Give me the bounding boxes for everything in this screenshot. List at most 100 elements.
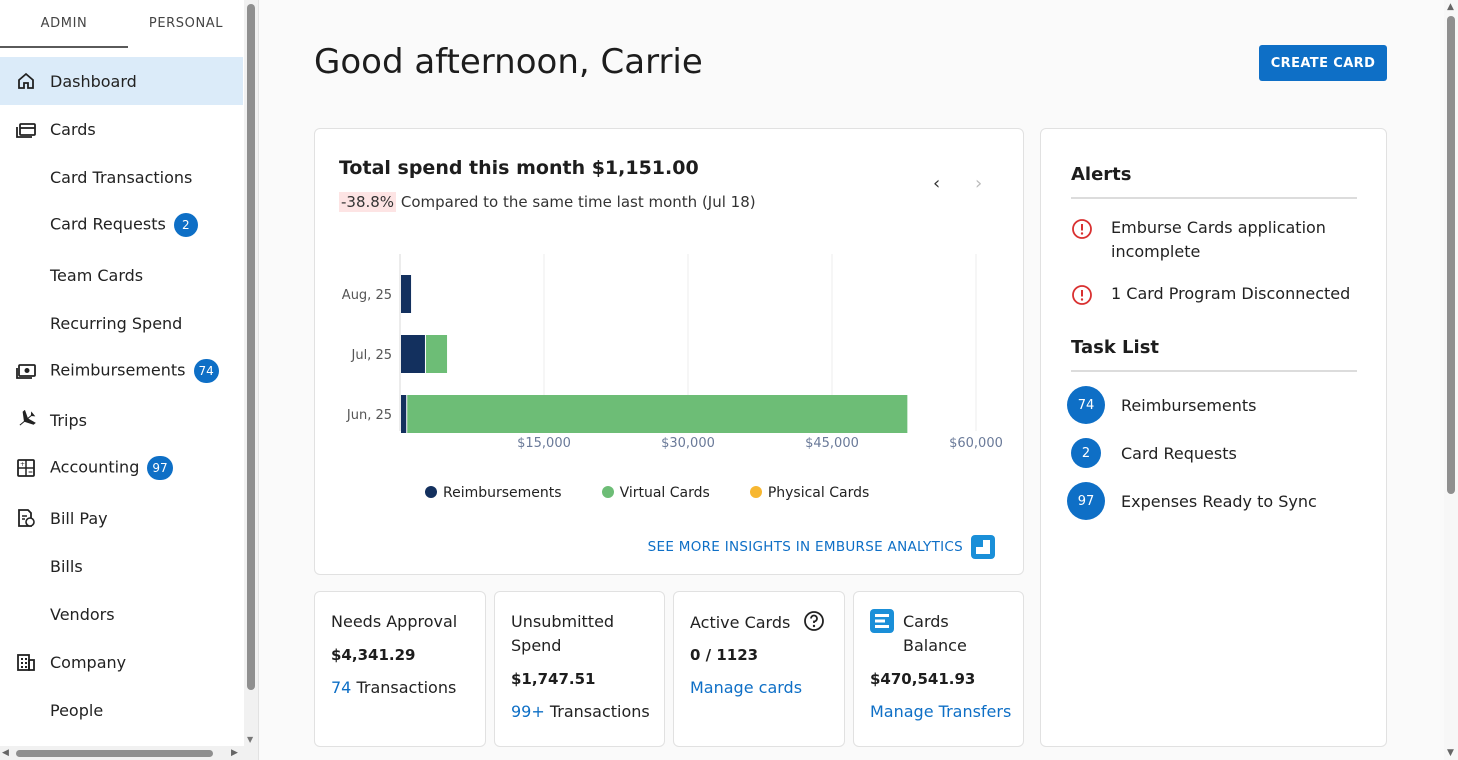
sidebar-item-bills[interactable]: Bills — [0, 542, 243, 590]
svg-text:=: = — [28, 469, 33, 476]
scroll-right-arrow-icon[interactable]: ▶ — [231, 748, 238, 758]
task-item-card-requests[interactable]: 2 Card Requests — [1067, 433, 1237, 473]
home-icon — [18, 72, 34, 89]
sidebar-item-trips[interactable]: Trips — [0, 396, 243, 444]
scroll-down-arrow-icon[interactable]: ▼ — [247, 735, 254, 744]
page-scrollbar[interactable]: ▲ ▼ — [1444, 0, 1458, 760]
sidebar-item-bill-pay[interactable]: Bill Pay — [0, 494, 243, 542]
stat-title: Unsubmitted Spend — [511, 612, 615, 655]
sidebar-item-recurring-spend[interactable]: Recurring Spend — [0, 299, 243, 347]
sidebar-item-cards[interactable]: Cards — [0, 105, 243, 153]
stat-title: Active Cards — [690, 613, 791, 632]
legend-dot — [749, 486, 762, 498]
sidebar-item-card-transactions[interactable]: Card Transactions — [0, 153, 243, 201]
task-count-badge: 2 — [1071, 438, 1101, 468]
emburse-analytics-icon — [971, 535, 995, 559]
sidebar-item-reimbursements[interactable]: Reimbursements 74 — [0, 347, 243, 395]
task-count-badge: 74 — [1067, 386, 1105, 424]
tab-admin[interactable]: ADMIN — [0, 0, 128, 48]
needs-approval-card: Needs Approval $4,341.29 74 Transactions — [314, 591, 486, 747]
sidebar-item-label: Bill Pay — [50, 508, 108, 528]
sidebar: ADMIN PERSONAL Dashboard Cards Card Tran… — [0, 0, 244, 746]
bar-virtual-cards — [407, 395, 908, 433]
bar-virtual-cards — [425, 335, 448, 373]
sidebar-scrollbar-vertical[interactable]: ▼ — [244, 0, 258, 746]
scroll-down-arrow-icon[interactable]: ▼ — [1447, 748, 1454, 758]
x-tick-label: $30,000 — [661, 436, 715, 451]
sidebar-item-label: Vendors — [50, 604, 115, 624]
analytics-link[interactable]: SEE MORE INSIGHTS IN EMBURSE ANALYTICS — [648, 535, 995, 559]
chart-legend: Reimbursements Virtual Cards Physical Ca… — [425, 485, 869, 501]
sidebar-item-label: Company — [50, 652, 127, 672]
sidebar-item-accounting[interactable]: + = Accounting 97 — [0, 444, 243, 492]
unsubmitted-spend-card: Unsubmitted Spend $1,747.51 99+ Transact… — [494, 591, 665, 747]
task-label: Card Requests — [1121, 443, 1237, 463]
stat-title: Needs Approval — [331, 612, 458, 631]
sidebar-item-company[interactable]: Company — [0, 638, 243, 686]
legend-item-virtual-cards: Virtual Cards — [601, 485, 710, 501]
plane-icon — [19, 410, 36, 426]
cards-balance-card: Cards Balance $470,541.93 Manage Transfe… — [853, 591, 1024, 747]
create-card-button[interactable]: CREATE CARD — [1259, 45, 1387, 81]
transactions-label: Transactions — [351, 678, 457, 697]
spend-card: Total spend this month $1,151.00 -38.8% … — [314, 128, 1024, 575]
sidebar-item-vendors[interactable]: Vendors — [0, 590, 243, 638]
sidebar-item-card-requests[interactable]: Card Requests 2 — [0, 201, 243, 249]
task-item-expenses-ready-to-sync[interactable]: 97 Expenses Ready to Sync — [1067, 481, 1317, 521]
legend-item-physical-cards: Physical Cards — [749, 485, 869, 501]
alerts-divider — [1071, 197, 1357, 199]
manage-cards-label: Manage cards — [690, 678, 803, 697]
emburse-logo-icon — [870, 609, 894, 633]
svg-text:+: + — [20, 461, 25, 468]
task-list-title: Task List — [1071, 337, 1160, 358]
scrollbar-thumb[interactable] — [247, 4, 255, 690]
sidebar-item-label: Card Transactions — [50, 167, 193, 187]
scrollbar-thumb[interactable] — [1447, 16, 1455, 494]
percent-change-badge: -38.8% — [339, 192, 397, 212]
sidebar-item-dashboard[interactable]: Dashboard — [0, 57, 243, 105]
task-count-badge: 97 — [1067, 482, 1105, 520]
money-icon — [16, 364, 36, 379]
needs-approval-transactions-link[interactable]: 74 Transactions — [331, 678, 456, 697]
alert-circle-icon — [1072, 219, 1092, 239]
chevron-left-icon[interactable]: ‹ — [933, 173, 941, 194]
stat-value: $470,541.93 — [870, 670, 976, 688]
sidebar-item-team-cards[interactable]: Team Cards — [0, 251, 243, 299]
sidebar-item-label-wrap: Card Requests 2 — [50, 213, 198, 237]
page-title: Good afternoon, Carrie — [314, 42, 703, 82]
x-tick-label: $15,000 — [517, 436, 571, 451]
chevron-right-icon[interactable]: › — [975, 173, 983, 194]
building-icon — [17, 654, 35, 671]
bar-reimbursements — [401, 275, 412, 313]
spend-title: Total spend this month $1,151.00 — [339, 157, 699, 179]
help-circle-icon[interactable] — [803, 610, 825, 632]
x-tick-label: $45,000 — [805, 436, 859, 451]
alert-text: Emburse Cards application incomplete — [1111, 218, 1326, 261]
sidebar-scrollbar-horizontal[interactable]: ◀ ▶ — [0, 746, 258, 760]
unsubmitted-transactions-link[interactable]: 99+ Transactions — [511, 702, 650, 721]
stat-title: Cards Balance — [903, 612, 967, 655]
tab-personal[interactable]: PERSONAL — [148, 16, 224, 31]
scrollbar-thumb[interactable] — [16, 750, 213, 757]
bar-reimbursements — [401, 335, 425, 373]
task-item-reimbursements[interactable]: 74 Reimbursements — [1067, 385, 1257, 425]
sidebar-item-label-wrap: Accounting 97 — [50, 456, 173, 480]
bar-reimbursements — [401, 395, 407, 433]
legend-label: Reimbursements — [443, 485, 562, 501]
spend-comparison: -38.8% Compared to the same time last mo… — [339, 192, 756, 212]
manage-transfers-link[interactable]: Manage Transfers — [870, 702, 1011, 721]
stat-value: $4,341.29 — [331, 646, 416, 664]
scroll-up-arrow-icon[interactable]: ▲ — [1447, 2, 1454, 12]
x-tick-label: $60,000 — [949, 436, 1003, 451]
transaction-count: 99+ — [511, 702, 545, 721]
legend-item-reimbursements: Reimbursements — [425, 485, 562, 501]
active-cards-card: Active Cards 0 / 1123 Manage cards — [673, 591, 845, 747]
sidebar-divider — [258, 0, 259, 760]
scroll-left-arrow-icon[interactable]: ◀ — [2, 748, 9, 758]
y-category-label: Jun, 25 — [346, 408, 392, 423]
sidebar-item-people[interactable]: People — [0, 686, 243, 734]
sidebar-item-label-wrap: Reimbursements 74 — [50, 359, 219, 383]
count-badge: 97 — [147, 456, 173, 480]
manage-cards-link[interactable]: Manage cards — [690, 678, 802, 697]
count-badge: 2 — [173, 213, 198, 237]
